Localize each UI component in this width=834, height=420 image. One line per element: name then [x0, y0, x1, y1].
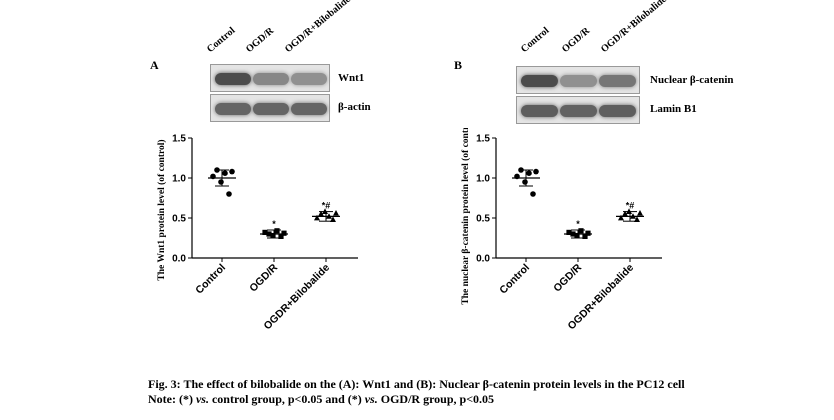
data-point — [274, 228, 280, 234]
data-point — [262, 229, 268, 235]
note-vs: vs. — [195, 392, 209, 406]
data-point — [229, 168, 235, 175]
data-point — [626, 208, 632, 214]
note-suffix: OGD/R group, p<0.05 — [377, 392, 495, 406]
y-tick-label: 0.5 — [172, 214, 186, 225]
western-blot-lamin-b1 — [516, 96, 640, 124]
data-point — [637, 210, 643, 216]
blot-band — [253, 73, 289, 85]
blot-band — [291, 73, 327, 85]
blot-band — [521, 105, 558, 117]
lane-label-ogdr: OGD/R — [559, 25, 593, 55]
western-blot-nuclear-beta-catenin — [516, 66, 640, 94]
data-point — [585, 230, 591, 236]
western-blot-wnt1 — [210, 64, 330, 92]
data-point — [630, 213, 636, 219]
x-tick-label: OGD/R — [551, 261, 584, 294]
x-tick-label: Control — [193, 262, 228, 297]
panel-b: B Control OGD/R OGD/R+Bilobalide Nuclear… — [452, 0, 752, 345]
data-point — [314, 214, 320, 221]
panel-a: A Control OGD/R OGD/R+Bilobalide Wnt1 β-… — [148, 0, 448, 345]
lane-label-control: Control — [518, 25, 552, 55]
significance-label: *# — [626, 201, 635, 211]
blot-band — [215, 103, 251, 115]
x-tick-label: OGD/R — [247, 261, 280, 294]
blot-band — [521, 75, 558, 87]
blot-band — [599, 105, 636, 117]
blot-band — [599, 75, 636, 87]
y-tick-label: 1.0 — [476, 174, 490, 185]
lane-label-control: Control — [204, 25, 238, 55]
data-point — [533, 168, 539, 175]
blot-band — [560, 75, 597, 87]
data-point — [522, 179, 528, 185]
data-point — [214, 167, 220, 173]
figure-caption: Fig. 3: The effect of bilobalide on the … — [148, 377, 685, 391]
data-point — [266, 231, 272, 237]
data-point — [322, 208, 328, 214]
note-prefix: Note: (*) — [148, 392, 196, 406]
blot-label-lamin-b1: Lamin B1 — [650, 103, 697, 115]
note-vs: vs. — [364, 392, 378, 406]
blot-label-wnt1: Wnt1 — [338, 72, 365, 84]
data-point — [518, 167, 524, 173]
significance-label: *# — [322, 201, 331, 211]
lane-label-ogdr-bilobalide: OGD/R+Bilobalide — [598, 0, 669, 55]
x-tick-label: Control — [497, 262, 532, 297]
panel-letter: A — [150, 58, 159, 72]
data-point — [526, 170, 532, 176]
data-point — [222, 170, 228, 176]
y-tick-label: 0.0 — [476, 254, 490, 265]
data-point — [634, 216, 640, 222]
data-point — [226, 191, 232, 197]
note-mid: control group, p<0.05 and (*) — [208, 392, 365, 406]
y-tick-label: 0.5 — [476, 214, 490, 225]
lane-label-ogdr: OGD/R — [243, 25, 277, 55]
y-tick-label: 1.5 — [172, 134, 186, 145]
data-point — [326, 213, 332, 219]
blot-label-nuclear-beta-catenin: Nuclear β-catenin — [650, 74, 734, 86]
y-tick-label: 1.0 — [172, 174, 186, 185]
western-blot-beta-actin — [210, 94, 330, 122]
y-axis-label: The nuclear β-catenin protein level (of … — [460, 128, 471, 305]
scatter-plot-nuclear-beta-catenin: 0.0 0.5 1.0 1.5 The nuclear β-catenin protei… — [460, 128, 662, 332]
y-tick-label: 0.0 — [172, 254, 186, 265]
figure-note: Note: (*) vs. control group, p<0.05 and … — [148, 392, 494, 407]
data-point — [330, 216, 336, 222]
blot-band — [253, 103, 289, 115]
blot-band — [560, 105, 597, 117]
significance-label: * — [272, 219, 276, 229]
data-point — [566, 229, 572, 235]
data-point — [622, 210, 628, 217]
lane-label-ogdr-bilobalide: OGD/R+Bilobalide — [282, 0, 353, 55]
data-point — [281, 230, 287, 236]
data-point — [514, 173, 520, 180]
data-point — [574, 233, 580, 239]
data-point — [582, 233, 588, 239]
data-point — [278, 233, 284, 239]
blot-label-beta-actin: β-actin — [338, 101, 371, 113]
data-point — [530, 191, 536, 197]
y-tick-label: 1.5 — [476, 134, 490, 145]
panel-letter: B — [454, 58, 463, 72]
data-point — [318, 210, 324, 217]
scatter-plot-wnt1: 0.0 0.5 1.0 1.5 The Wnt1 protein level (of c… — [156, 134, 358, 332]
data-point — [210, 173, 216, 180]
blot-band — [291, 103, 327, 115]
blot-band — [215, 73, 251, 85]
data-point — [333, 210, 339, 216]
data-point — [578, 228, 584, 234]
y-axis-label: The Wnt1 protein level (of control) — [156, 139, 167, 280]
data-point — [270, 233, 276, 239]
data-point — [570, 231, 576, 237]
data-point — [218, 179, 224, 185]
data-point — [618, 214, 624, 221]
significance-label: * — [576, 219, 580, 229]
